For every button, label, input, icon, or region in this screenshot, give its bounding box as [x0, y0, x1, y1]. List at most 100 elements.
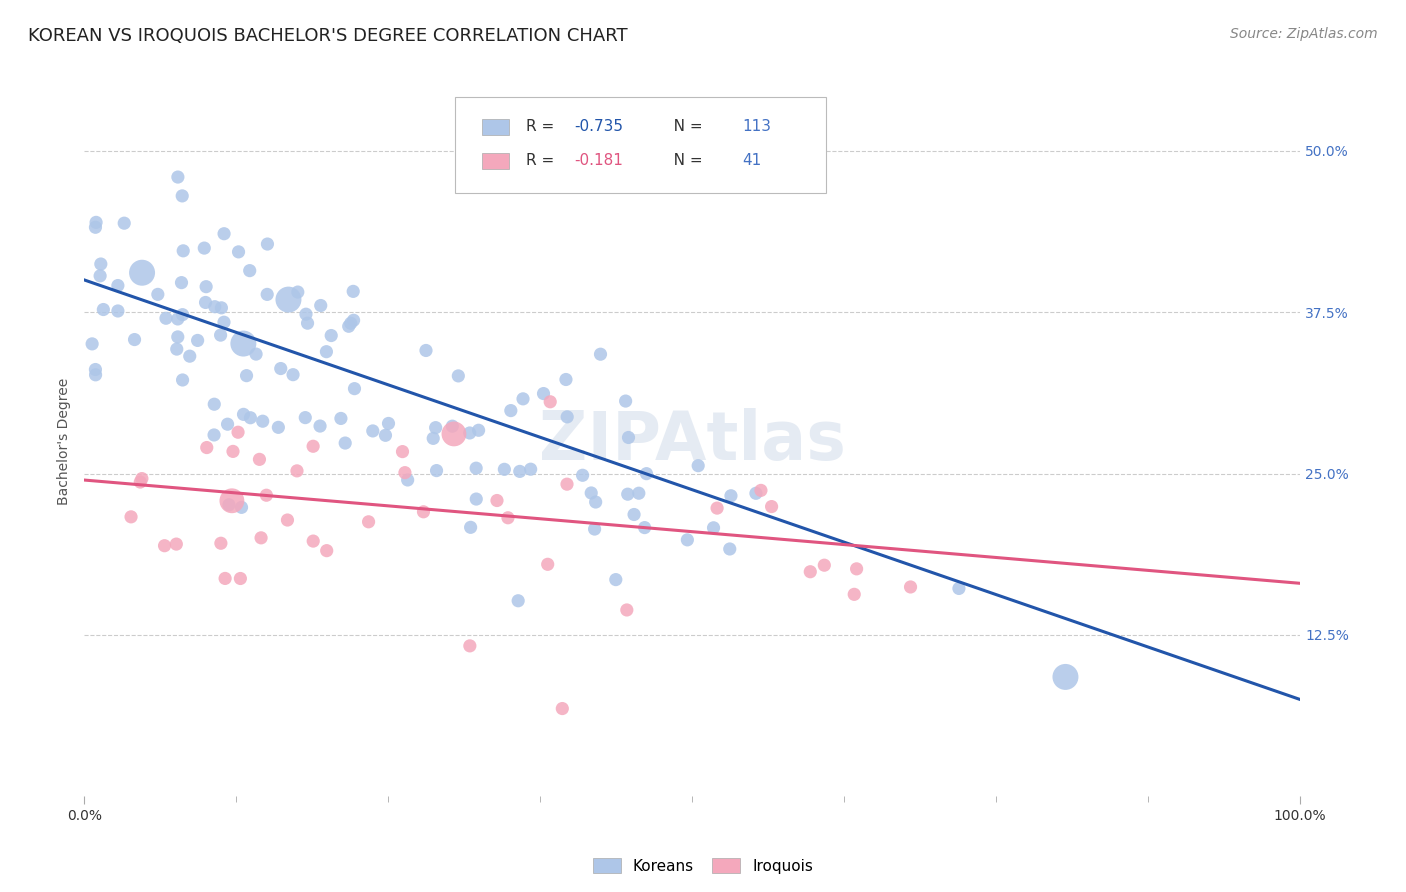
Point [425, 420, 447, 434]
Point [202, 428, 225, 442]
Point [287, 285, 309, 299]
Point [295, 307, 318, 321]
Point [256, 237, 278, 252]
Text: Source: ZipAtlas.com: Source: ZipAtlas.com [1230, 27, 1378, 41]
Point [146, 287, 169, 301]
Text: N =: N = [659, 153, 707, 169]
Point [84, 362, 107, 376]
Point [239, 263, 262, 277]
Point [228, 244, 250, 259]
Point [84, 220, 107, 235]
Point [551, 701, 574, 715]
Point [485, 493, 508, 508]
Point [396, 473, 419, 487]
Point [82, 337, 104, 351]
Point [494, 462, 516, 476]
Point [107, 278, 129, 293]
Text: N =: N = [659, 120, 707, 135]
Point [813, 558, 835, 573]
Point [193, 241, 215, 255]
Point [343, 382, 366, 396]
Point [84, 368, 107, 382]
Point [571, 468, 593, 483]
Point [124, 333, 146, 347]
Point [799, 565, 821, 579]
Point [605, 573, 627, 587]
Point [309, 299, 332, 313]
Point [93, 302, 115, 317]
Point [270, 361, 292, 376]
Point [948, 582, 970, 596]
Point [579, 486, 602, 500]
Point [1054, 670, 1077, 684]
Point [616, 603, 638, 617]
Text: ZIPAtlas: ZIPAtlas [538, 409, 845, 475]
Point [202, 397, 225, 411]
Point [172, 244, 194, 258]
Point [329, 411, 352, 425]
Point [555, 372, 578, 386]
Text: R =: R = [526, 120, 558, 135]
Point [441, 419, 464, 434]
Text: 41: 41 [742, 153, 761, 169]
Point [702, 521, 724, 535]
Point [89, 268, 111, 283]
Point [499, 403, 522, 417]
Point [179, 349, 201, 363]
Point [616, 487, 638, 501]
Point [342, 313, 364, 327]
Point [172, 373, 194, 387]
Point [519, 462, 541, 476]
Point [204, 300, 226, 314]
Legend: Koreans, Iroquois: Koreans, Iroquois [586, 852, 820, 880]
Point [342, 285, 364, 299]
Point [276, 513, 298, 527]
Point [172, 189, 194, 203]
FancyBboxPatch shape [456, 97, 825, 193]
Point [297, 316, 319, 330]
Point [309, 419, 332, 434]
Point [749, 483, 772, 498]
Point [153, 539, 176, 553]
Point [167, 169, 190, 184]
Point [214, 571, 236, 585]
Point [131, 266, 153, 280]
Point [254, 488, 277, 502]
Y-axis label: Bachelor's Degree: Bachelor's Degree [58, 377, 72, 505]
Point [217, 417, 239, 432]
Point [172, 308, 194, 322]
Point [166, 342, 188, 356]
Point [239, 410, 262, 425]
Point [315, 344, 337, 359]
Point [112, 216, 135, 230]
FancyBboxPatch shape [482, 119, 509, 135]
Point [84, 215, 107, 229]
Point [422, 431, 444, 445]
Point [256, 287, 278, 301]
Point [617, 430, 640, 444]
Point [458, 425, 481, 440]
Point [583, 522, 606, 536]
Point [533, 386, 555, 401]
Point [361, 424, 384, 438]
Point [447, 368, 470, 383]
Point [294, 410, 316, 425]
Point [90, 257, 112, 271]
Point [321, 328, 343, 343]
Point [627, 486, 650, 500]
Point [676, 533, 699, 547]
Point [465, 461, 488, 475]
Point [187, 334, 209, 348]
Point [250, 531, 273, 545]
Point [235, 368, 257, 383]
Point [302, 534, 325, 549]
FancyBboxPatch shape [482, 153, 509, 169]
Point [374, 428, 396, 442]
Point [900, 580, 922, 594]
Point [467, 423, 489, 437]
Point [555, 477, 578, 491]
Point [209, 301, 232, 315]
Point [623, 508, 645, 522]
Point [212, 227, 235, 241]
Point [170, 276, 193, 290]
